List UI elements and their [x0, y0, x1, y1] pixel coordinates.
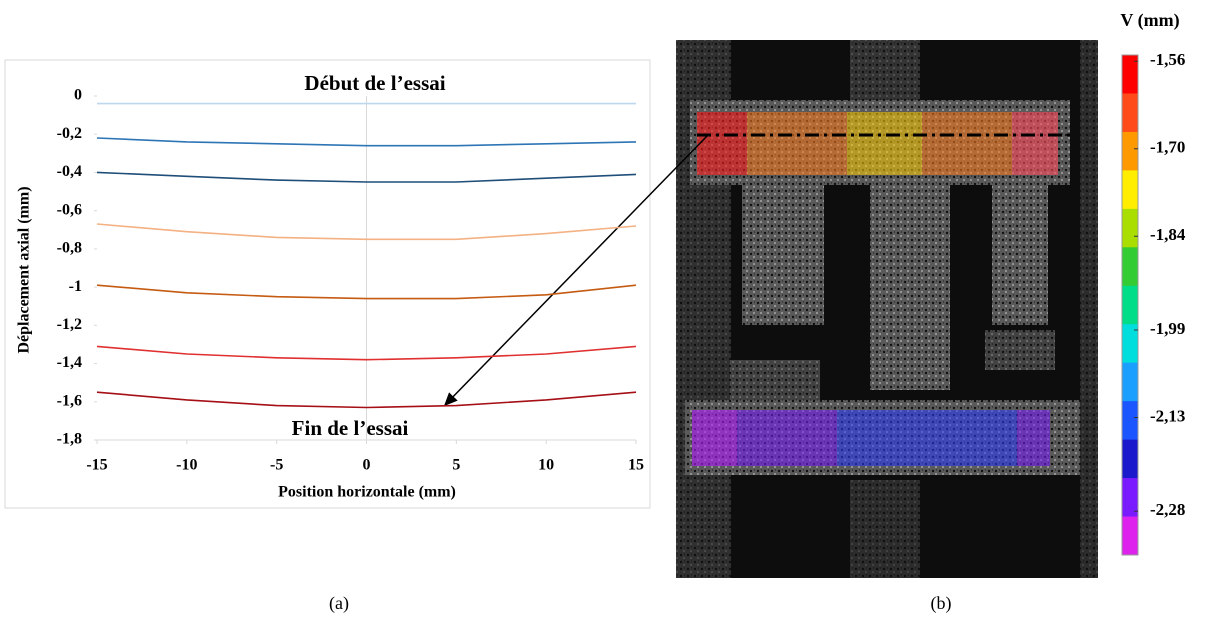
x-tick-label: 0: [363, 457, 371, 474]
caption: (b): [931, 593, 952, 614]
colorbar-segment: [1122, 247, 1138, 287]
colorbar-segment: [1122, 362, 1138, 402]
series-line: [96, 171, 637, 183]
colorbar-segment: [1122, 439, 1138, 479]
x-axis-label: Position horizontale (mm): [278, 484, 456, 501]
colorbar-segment: [1122, 170, 1138, 210]
y-tick-label: -0,6: [57, 201, 82, 218]
series-line: [96, 345, 637, 361]
x-tick-label: 5: [452, 457, 460, 474]
chart-title: Début de l’essai: [304, 71, 445, 95]
colorbar-segment: [1122, 93, 1138, 133]
colorbar-title: V (mm): [1120, 10, 1179, 31]
colorbar-segment: [1122, 478, 1138, 518]
series-line: [96, 284, 637, 300]
caption: (a): [329, 593, 349, 614]
colorbar-tick-label: -1,99: [1150, 319, 1185, 338]
y-axis-label: Déplacement axial (mm): [16, 186, 33, 353]
y-tick-label: -1,2: [57, 316, 82, 333]
colorbar-segment: [1122, 285, 1138, 325]
x-tick-label: 15: [628, 457, 644, 474]
x-tick-label: -5: [270, 457, 283, 474]
annotation: Fin de l’essai: [292, 416, 409, 440]
y-tick-label: 0: [74, 87, 82, 104]
x-tick-label: 10: [538, 457, 554, 474]
x-tick-label: -10: [176, 457, 197, 474]
colorbar-segment: [1122, 131, 1138, 171]
y-tick-label: -1,4: [57, 354, 82, 371]
colorbar-segment: [1122, 55, 1138, 94]
colorbar-segment: [1122, 208, 1138, 248]
y-tick-label: -0,2: [57, 125, 82, 142]
chart-frame: [4, 59, 651, 509]
x-tick-label: -15: [86, 457, 107, 474]
series-line: [96, 137, 637, 147]
y-tick-label: -0,8: [57, 240, 82, 257]
colorbar-segment: [1122, 401, 1138, 441]
series-line: [96, 391, 637, 409]
colorbar-tick-label: -2,28: [1150, 500, 1185, 519]
colorbar-frame: [1121, 54, 1139, 556]
y-tick-label: -1,6: [57, 392, 82, 409]
colorbar-tick-label: -1,56: [1150, 50, 1185, 69]
colorbar-segment: [1122, 516, 1138, 556]
y-tick-label: -1,8: [57, 431, 82, 448]
arrow: [443, 134, 709, 407]
colorbar-tick-label: -2,13: [1150, 406, 1185, 425]
colorbar-tick-label: -1,84: [1150, 225, 1186, 244]
y-tick-label: -1: [69, 278, 82, 295]
specimen-image: [676, 40, 1098, 578]
series-line: [96, 223, 637, 241]
colorbar-tick-label: -1,70: [1150, 138, 1185, 157]
y-tick-label: -0,4: [57, 163, 82, 180]
colorbar-segment: [1122, 324, 1138, 364]
